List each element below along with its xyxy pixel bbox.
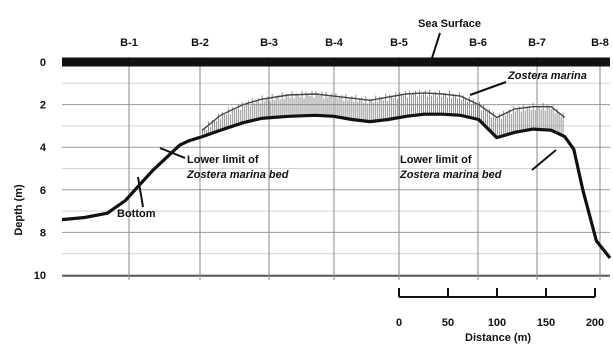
bottom-label: Bottom [117, 208, 156, 220]
series-zostera-marina-line [201, 92, 566, 131]
y-tick-label-4: 4 [40, 142, 47, 154]
lower-limit-left-pointer [159, 147, 186, 159]
bottom-pointer [137, 176, 144, 208]
station-label-B-6: B-6 [469, 37, 487, 49]
distance-scale-label: Distance (m) [465, 332, 531, 344]
station-label-B-4: B-4 [325, 37, 344, 49]
sea-surface-label: Sea Surface [418, 18, 481, 30]
station-label-B-3: B-3 [260, 37, 278, 49]
y-axis: 0 2 4 6 8 10 [34, 57, 47, 282]
scale-tick-label-50: 50 [442, 317, 454, 329]
y-tick-label-2: 2 [40, 100, 46, 112]
station-label-B-7: B-7 [528, 37, 546, 49]
scale-tick-label-150: 150 [537, 317, 555, 329]
zostera-canopy-strokes [201, 89, 564, 138]
distance-scale-bar: 0 50 100 150 200 [396, 288, 604, 329]
depth-grid [62, 82, 610, 277]
lower-limit-right-pointer [531, 149, 557, 171]
lower-limit-right-line2: Zostera marina bed [399, 169, 502, 181]
y-tick-label-6: 6 [40, 185, 46, 197]
scale-tick-label-0: 0 [396, 317, 402, 329]
scale-tick-label-200: 200 [586, 317, 604, 329]
station-label-B-8: B-8 [591, 37, 609, 49]
scale-tick-label-100: 100 [488, 317, 506, 329]
y-axis-title: Depth (m) [13, 184, 25, 236]
station-label-B-2: B-2 [191, 37, 209, 49]
station-label-B-5: B-5 [390, 37, 408, 49]
y-tick-label-10: 10 [34, 270, 46, 282]
sea-surface-pointer [431, 32, 441, 59]
lower-limit-left-line2: Zostera marina bed [186, 169, 289, 181]
station-markers: B-1 B-2 B-3 B-4 B-5 B-6 B-7 B-8 [120, 37, 609, 280]
station-label-B-1: B-1 [120, 37, 138, 49]
series-group [61, 89, 612, 259]
series-bottom-line [61, 112, 612, 259]
zostera-label: Zostera marina [507, 70, 587, 82]
lower-limit-left-line1: Lower limit of [187, 154, 259, 166]
y-tick-label-8: 8 [40, 227, 46, 239]
lower-limit-right-line1: Lower limit of [400, 154, 472, 166]
y-tick-label-0: 0 [40, 57, 46, 69]
zostera-pointer [469, 81, 507, 96]
